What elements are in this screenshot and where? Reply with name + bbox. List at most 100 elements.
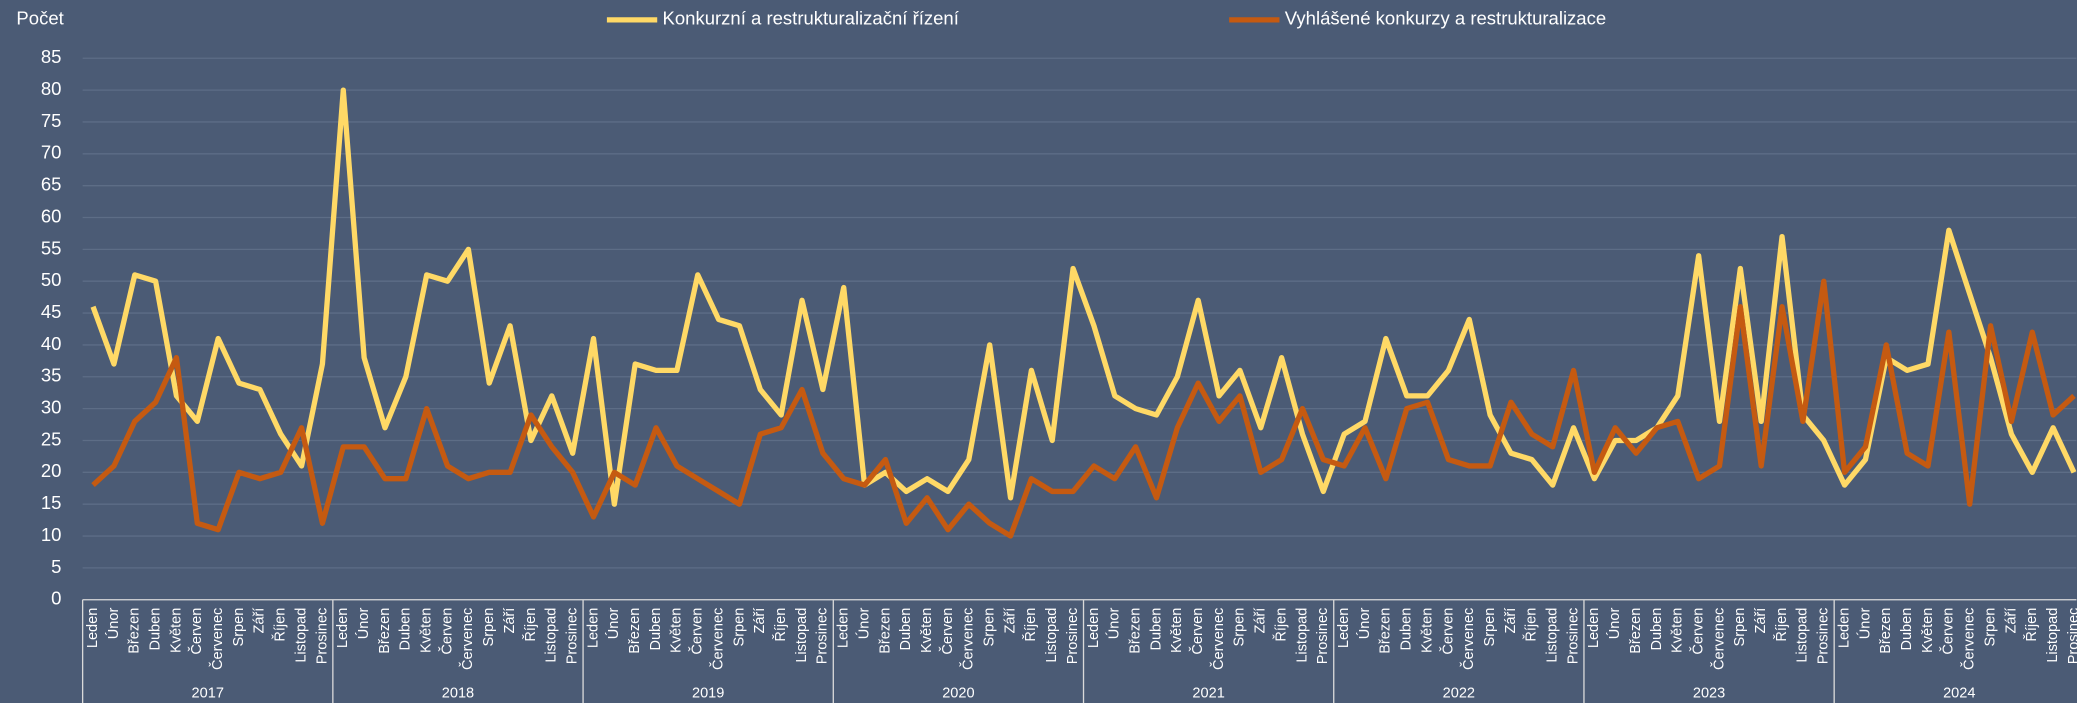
- x-tick-label: Květen: [669, 608, 685, 653]
- x-tick-label: Květen: [1169, 608, 1185, 653]
- y-tick-label: 20: [41, 460, 62, 481]
- x-tick-label: Únor: [855, 608, 872, 640]
- x-tick-label: Leden: [85, 608, 101, 648]
- x-tick-label: Leden: [1086, 608, 1102, 648]
- x-tick-label: Únor: [1856, 608, 1873, 640]
- x-tick-label: Prosinec: [1816, 608, 1832, 665]
- x-tick-label: Červen: [689, 608, 706, 655]
- x-tick-label: Prosinec: [1565, 608, 1581, 665]
- x-tick-label: Leden: [1586, 608, 1602, 648]
- y-axis-label: Počet: [16, 8, 64, 29]
- x-tick-label: Duben: [147, 608, 163, 651]
- year-label: 2023: [1693, 686, 1725, 702]
- x-tick-label: Červen: [188, 608, 205, 655]
- x-tick-label: Červen: [1439, 608, 1456, 655]
- x-tick-label: Březen: [127, 608, 143, 654]
- y-tick-label: 40: [41, 333, 62, 354]
- x-tick-label: Únor: [605, 608, 622, 640]
- x-tick-label: Květen: [1920, 608, 1936, 653]
- x-tick-label: Prosinec: [1065, 608, 1081, 665]
- legend-label: Konkurzní a restrukturalizační řízení: [663, 8, 960, 29]
- x-tick-label: Listopad: [1545, 608, 1561, 663]
- y-tick-label: 65: [41, 174, 62, 195]
- year-label: 2024: [1943, 686, 1975, 702]
- x-tick-label: Září: [252, 608, 268, 634]
- x-tick-label: Prosinec: [314, 608, 330, 665]
- x-tick-label: Březen: [1127, 608, 1143, 654]
- year-label: 2018: [442, 686, 474, 702]
- x-tick-label: Říjen: [772, 608, 789, 642]
- x-tick-label: Únor: [105, 608, 122, 640]
- x-tick-label: Duben: [1148, 608, 1164, 651]
- year-label: 2019: [692, 686, 724, 702]
- y-tick-label: 75: [41, 110, 62, 131]
- x-tick-label: Březen: [377, 608, 393, 654]
- x-tick-label: Říjen: [1773, 608, 1790, 642]
- x-tick-label: Duben: [1399, 608, 1415, 651]
- y-tick-label: 80: [41, 78, 62, 99]
- x-tick-label: Leden: [585, 608, 601, 648]
- legend-label: Vyhlášené konkurzy a restrukturalizace: [1285, 8, 1606, 29]
- x-tick-label: Červenec: [459, 608, 476, 670]
- x-tick-label: Srpen: [231, 608, 247, 647]
- x-tick-label: Září: [502, 608, 518, 634]
- x-tick-label: Březen: [1378, 608, 1394, 654]
- y-tick-label: 55: [41, 237, 62, 258]
- x-tick-label: Leden: [1836, 608, 1852, 648]
- x-tick-label: Květen: [168, 608, 184, 653]
- x-tick-label: Říjen: [1272, 608, 1289, 642]
- y-tick-label: 30: [41, 397, 62, 418]
- x-tick-label: Červenec: [1210, 608, 1227, 670]
- x-tick-label: Září: [1002, 608, 1018, 634]
- y-tick-label: 25: [41, 428, 62, 449]
- x-tick-label: Listopad: [293, 608, 309, 663]
- y-tick-label: 5: [51, 556, 61, 577]
- x-tick-label: Září: [1753, 608, 1769, 634]
- x-tick-label: Červenec: [1460, 608, 1477, 670]
- year-label: 2021: [1192, 686, 1224, 702]
- x-tick-label: Červen: [438, 608, 455, 655]
- x-tick-label: Srpen: [1232, 608, 1248, 647]
- x-tick-label: Červenec: [1710, 608, 1727, 670]
- x-tick-label: Červenec: [1961, 608, 1978, 670]
- series-line: [90, 87, 2077, 507]
- x-tick-label: Listopad: [2045, 608, 2061, 663]
- x-tick-label: Listopad: [1044, 608, 1060, 663]
- x-tick-label: Leden: [1336, 608, 1352, 648]
- x-tick-label: Říjen: [1022, 608, 1039, 642]
- x-tick-label: Prosinec: [815, 608, 831, 665]
- x-tick-label: Srpen: [982, 608, 998, 647]
- x-tick-label: Březen: [627, 608, 643, 654]
- x-tick-label: Srpen: [731, 608, 747, 647]
- x-tick-label: Únor: [355, 608, 372, 640]
- x-tick-label: Březen: [1628, 608, 1644, 654]
- x-tick-label: Červen: [939, 608, 956, 655]
- year-label: 2020: [942, 686, 974, 702]
- series-line: [91, 278, 2076, 539]
- x-tick-label: Červenec: [960, 608, 977, 670]
- x-tick-label: Srpen: [1732, 608, 1748, 647]
- y-tick-label: 45: [41, 301, 62, 322]
- x-tick-label: Říjen: [1523, 608, 1540, 642]
- x-tick-label: Březen: [1878, 608, 1894, 654]
- x-tick-label: Únor: [1106, 608, 1123, 640]
- x-tick-label: Červen: [1689, 608, 1706, 655]
- x-tick-label: Srpen: [1482, 608, 1498, 647]
- x-tick-label: Leden: [335, 608, 351, 648]
- x-tick-label: Srpen: [481, 608, 497, 647]
- y-tick-label: 70: [41, 142, 62, 163]
- x-tick-label: Říjen: [272, 608, 289, 642]
- x-tick-label: Prosinec: [1315, 608, 1331, 665]
- x-tick-label: Říjen: [522, 608, 539, 642]
- x-tick-label: Červenec: [209, 608, 226, 670]
- y-tick-label: 15: [41, 492, 62, 513]
- x-tick-label: Září: [752, 608, 768, 634]
- x-tick-label: Květen: [1419, 608, 1435, 653]
- x-tick-label: Únor: [1606, 608, 1623, 640]
- x-tick-label: Únor: [1356, 608, 1373, 640]
- x-tick-label: Listopad: [544, 608, 560, 663]
- x-tick-label: Červen: [1940, 608, 1957, 655]
- x-tick-label: Květen: [419, 608, 435, 653]
- x-tick-label: Duben: [648, 608, 664, 651]
